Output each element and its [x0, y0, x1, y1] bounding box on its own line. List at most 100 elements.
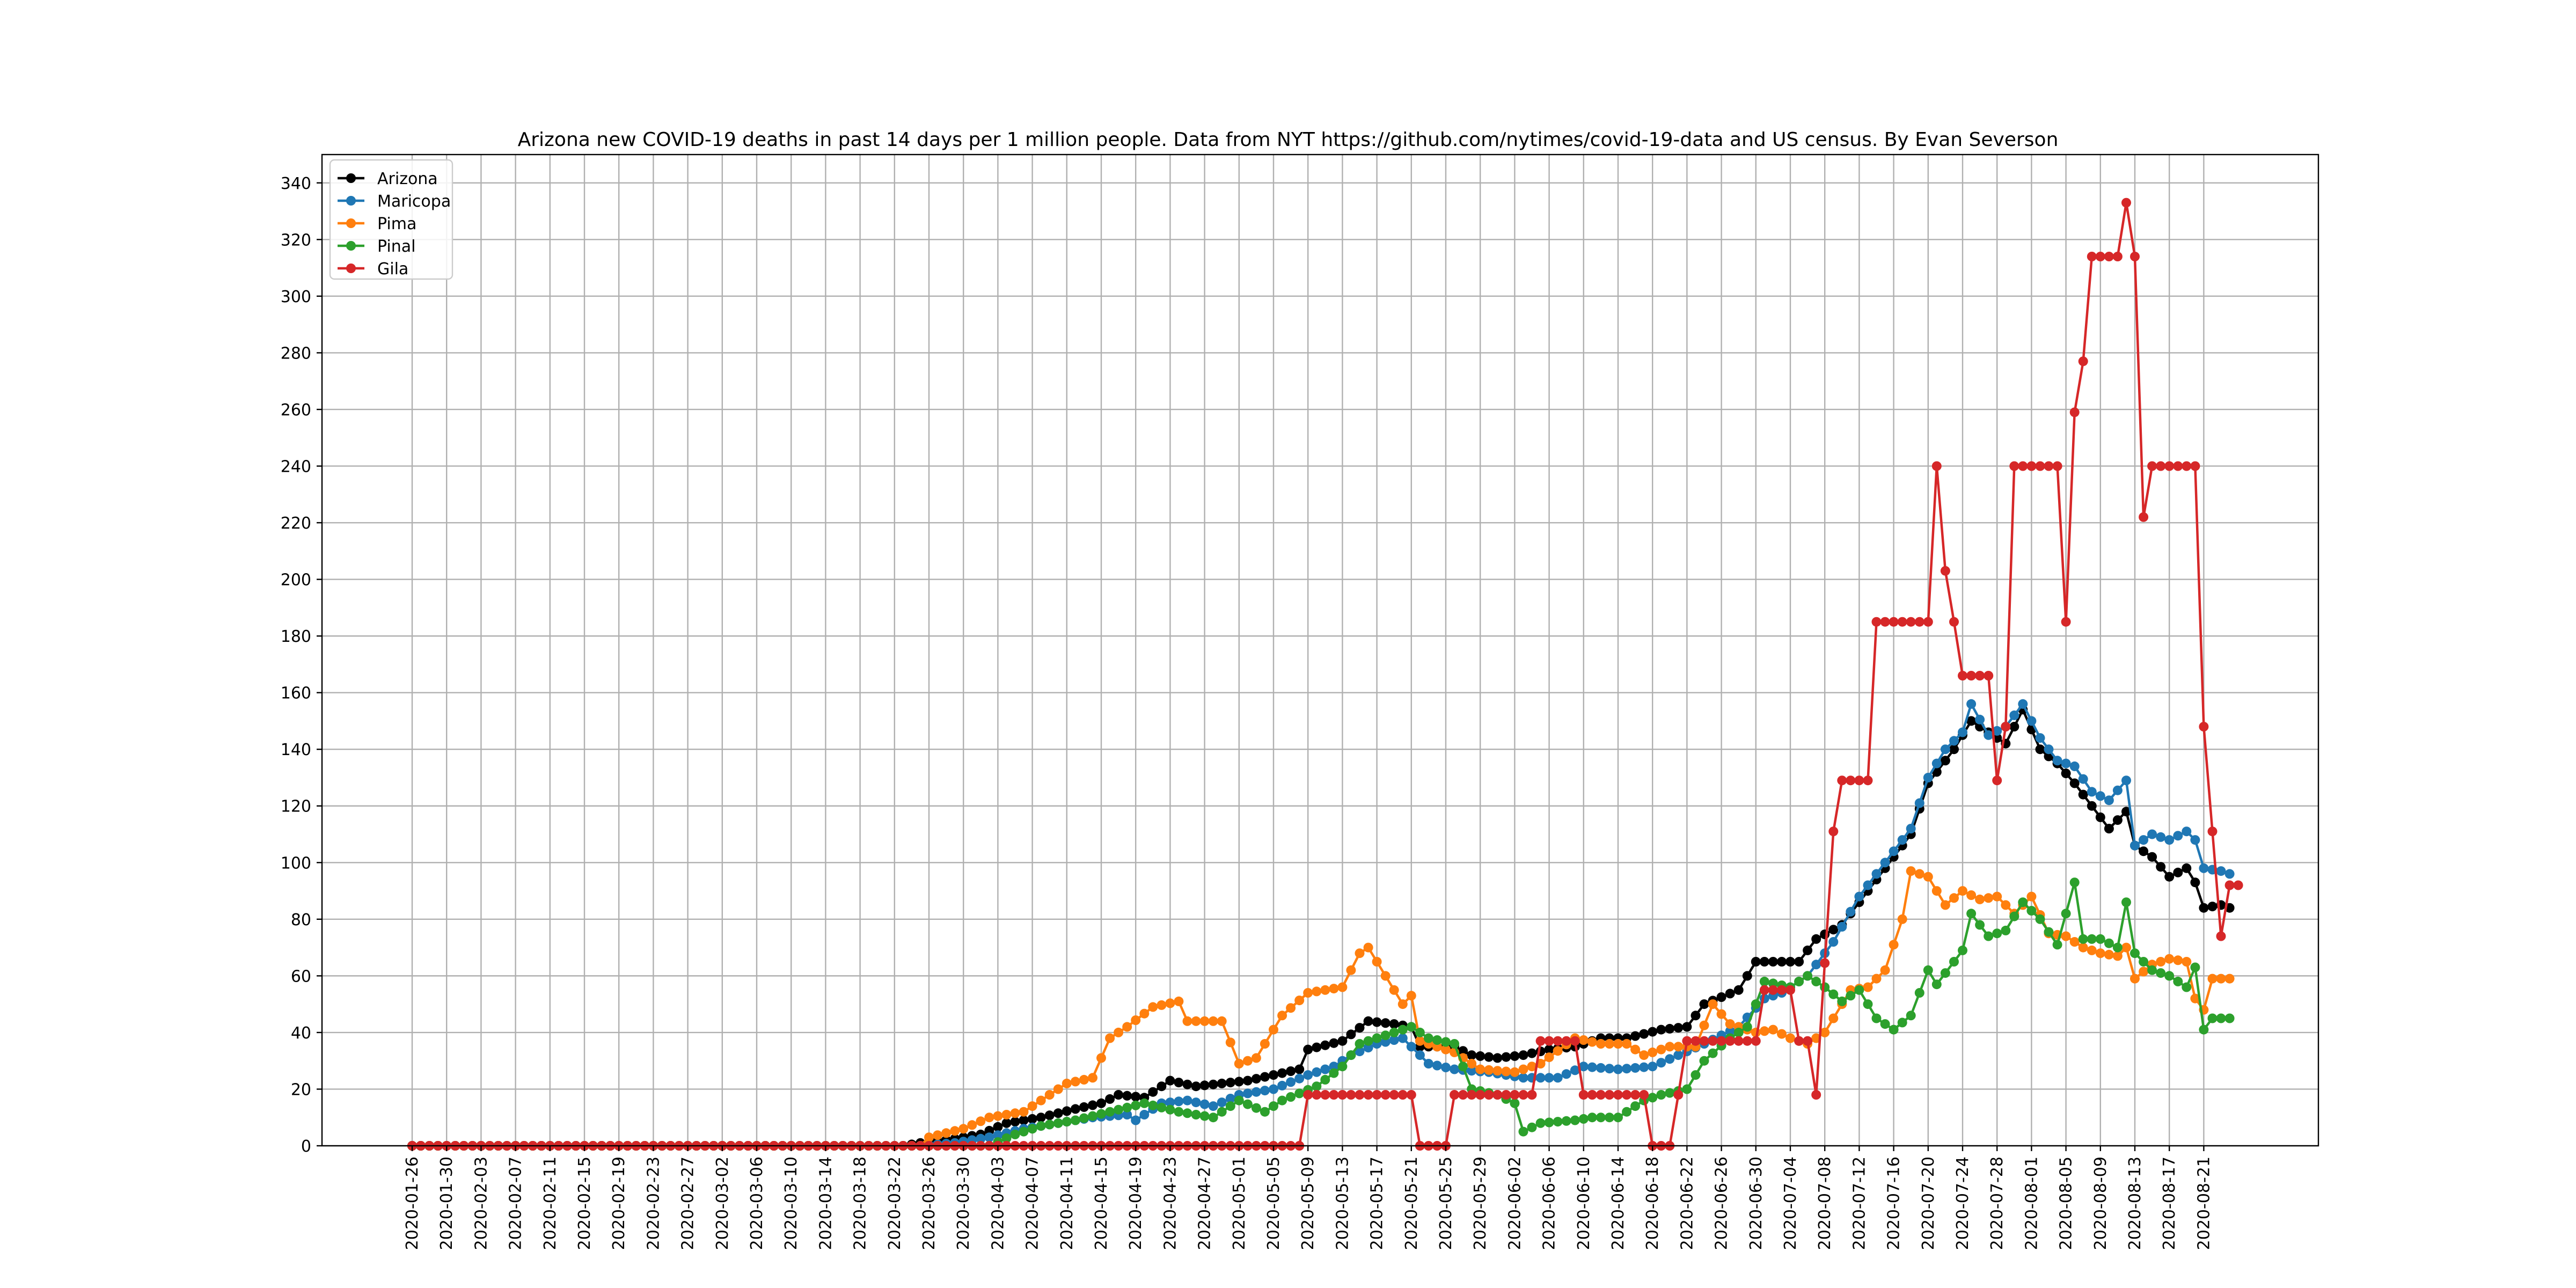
data-point-arizona — [1742, 971, 1752, 981]
data-point-pinal — [1363, 1036, 1373, 1046]
x-tick-label: 2020-08-13 — [2126, 1157, 2145, 1250]
data-point-gila — [2139, 512, 2149, 522]
data-point-gila — [1630, 1090, 1641, 1100]
data-point-pinal — [1708, 1048, 1718, 1058]
data-point-pinal — [1096, 1109, 1106, 1119]
data-point-pinal — [1148, 1100, 1158, 1110]
data-point-maricopa — [1622, 1064, 1632, 1074]
data-point-maricopa — [2052, 756, 2062, 766]
plot-series — [407, 197, 2243, 1151]
x-tick-label: 2020-03-02 — [713, 1157, 732, 1250]
data-point-gila — [1578, 1090, 1589, 1100]
data-point-pinal — [2078, 934, 2088, 944]
data-point-arizona — [2009, 722, 2019, 731]
data-point-pinal — [1019, 1126, 1029, 1137]
data-point-pinal — [1553, 1117, 1563, 1127]
data-point-gila — [2182, 461, 2192, 471]
data-point-pinal — [2112, 942, 2123, 953]
data-point-pinal — [1605, 1113, 1614, 1123]
data-point-arizona — [1044, 1110, 1055, 1121]
data-point-maricopa — [1863, 880, 1873, 890]
x-tick-label: 2020-04-23 — [1161, 1157, 1180, 1250]
data-point-pima — [1010, 1108, 1020, 1118]
x-tick-label: 2020-06-10 — [1575, 1157, 1593, 1250]
data-point-gila — [1320, 1090, 1330, 1100]
x-tick-label: 2020-04-11 — [1058, 1157, 1077, 1250]
y-tick-label: 340 — [281, 174, 311, 193]
data-point-pima — [1880, 965, 1890, 975]
data-point-pinal — [1630, 1101, 1641, 1111]
y-tick-label: 240 — [281, 457, 311, 476]
data-point-maricopa — [984, 1132, 994, 1143]
data-point-pima — [2095, 948, 2105, 958]
data-point-pima — [1949, 893, 1959, 903]
data-point-arizona — [1277, 1068, 1287, 1078]
data-point-pima — [1346, 965, 1356, 975]
data-point-maricopa — [1294, 1073, 1305, 1084]
data-point-pinal — [2104, 938, 2114, 948]
data-point-gila — [1380, 1090, 1391, 1100]
chart-title: Arizona new COVID-19 deaths in past 14 d… — [518, 129, 2059, 151]
data-point-pinal — [1665, 1088, 1675, 1098]
data-point-pinal — [2147, 965, 2157, 975]
data-point-pima — [1613, 1039, 1623, 1049]
data-point-maricopa — [2156, 832, 2166, 842]
data-point-gila — [1450, 1090, 1460, 1100]
data-point-gila — [1768, 985, 1778, 995]
data-point-maricopa — [1251, 1087, 1261, 1097]
data-point-gila — [1613, 1090, 1623, 1100]
data-point-pima — [2164, 954, 2175, 964]
data-point-pinal — [1622, 1107, 1632, 1117]
data-point-pima — [2112, 951, 2123, 961]
data-point-pima — [1992, 891, 2002, 902]
data-point-gila — [2018, 461, 2028, 471]
data-point-pima — [1234, 1059, 1244, 1069]
data-point-pinal — [1337, 1062, 1348, 1072]
data-point-gila — [1906, 617, 1916, 627]
data-point-gila — [2173, 461, 2183, 471]
data-point-maricopa — [1613, 1064, 1623, 1074]
data-point-pima — [1518, 1064, 1528, 1074]
data-point-gila — [1811, 1090, 1821, 1100]
data-point-arizona — [2156, 862, 2166, 872]
data-point-pima — [1665, 1042, 1675, 1052]
data-point-pima — [1605, 1039, 1614, 1049]
data-point-gila — [1949, 617, 1959, 627]
data-point-arizona — [2199, 903, 2209, 913]
data-point-pima — [2216, 974, 2226, 984]
data-point-arizona — [984, 1125, 994, 1136]
data-point-maricopa — [1854, 891, 1864, 902]
data-point-pima — [1027, 1101, 1037, 1111]
data-point-pima — [2026, 891, 2037, 902]
data-point-arizona — [1010, 1117, 1020, 1127]
data-point-pima — [950, 1126, 960, 1136]
data-point-maricopa — [2035, 733, 2045, 743]
data-point-gila — [1553, 1036, 1563, 1046]
data-point-gila — [1510, 1090, 1520, 1100]
y-tick-label: 80 — [291, 911, 311, 930]
data-point-gila — [1914, 617, 1924, 627]
data-point-gila — [1535, 1036, 1546, 1046]
data-point-pinal — [1036, 1121, 1046, 1131]
x-tick-label: 2020-04-19 — [1126, 1157, 1145, 1250]
data-point-pinal — [1613, 1113, 1623, 1123]
legend-marker-pima — [346, 218, 356, 228]
data-point-maricopa — [2061, 758, 2071, 769]
data-point-pima — [2104, 949, 2114, 960]
data-point-arizona — [1458, 1046, 1468, 1056]
data-point-gila — [1682, 1036, 1692, 1046]
data-point-pima — [1406, 991, 1416, 1001]
data-point-pinal — [1458, 1062, 1468, 1072]
data-point-pinal — [1114, 1104, 1124, 1115]
data-point-gila — [2078, 356, 2088, 367]
data-point-pinal — [1648, 1093, 1658, 1103]
data-point-pima — [1389, 985, 1399, 995]
data-point-pinal — [1958, 945, 1967, 955]
x-tick-label: 2020-05-05 — [1264, 1157, 1283, 1250]
data-point-gila — [1794, 1036, 1804, 1046]
data-point-arizona — [1699, 999, 1709, 1009]
data-point-arizona — [1001, 1118, 1012, 1128]
data-point-gila — [1363, 1090, 1373, 1100]
data-point-pinal — [1131, 1100, 1141, 1110]
data-point-pinal — [1105, 1107, 1115, 1117]
